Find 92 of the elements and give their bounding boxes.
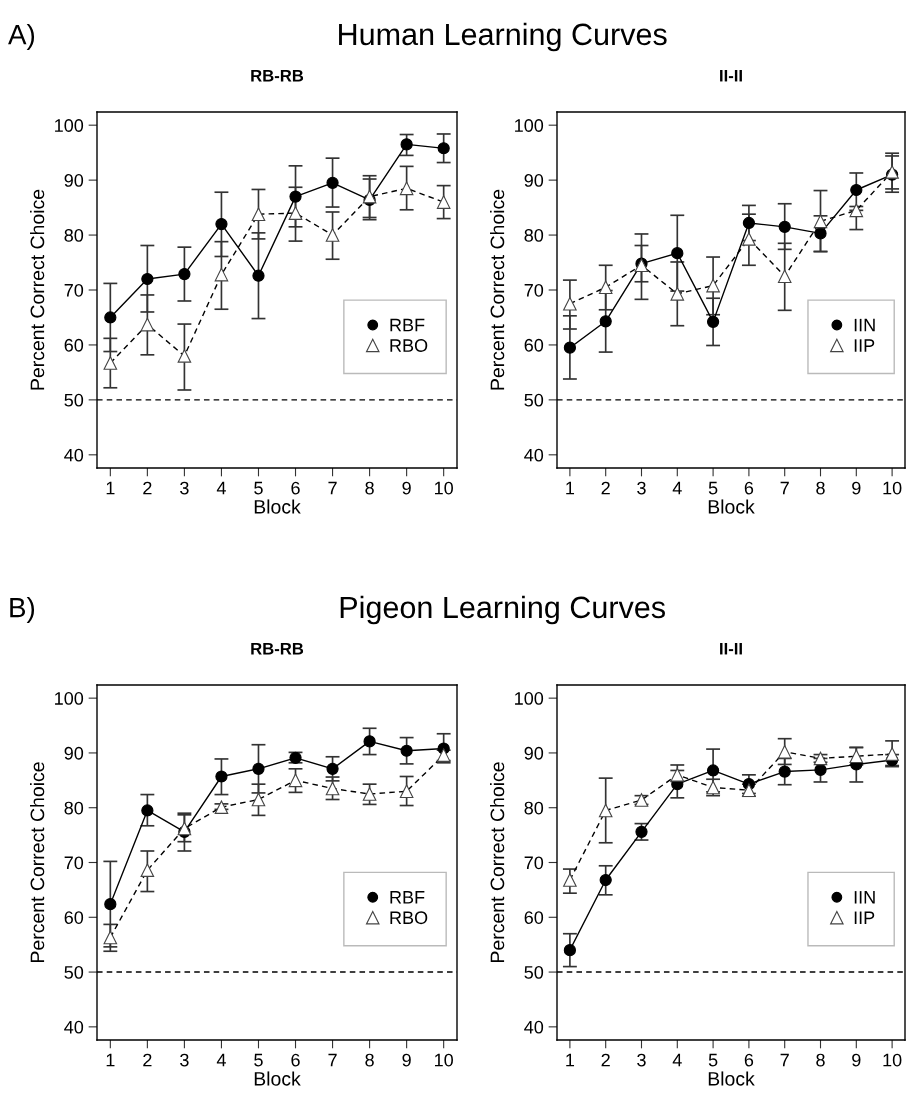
y-tick-label: 100 (515, 119, 544, 132)
x-tick-label: 7 (780, 1053, 789, 1067)
x-tick-label: 7 (780, 481, 789, 495)
legend-label: RBF (390, 891, 425, 904)
x-tick-label: 5 (708, 1053, 718, 1067)
x-tick-label: 2 (143, 1053, 152, 1067)
y-tick-label: 40 (64, 1020, 84, 1034)
legend-label: IIP (854, 339, 875, 352)
y-tick-label: 60 (524, 911, 544, 924)
x-tick-label: 9 (852, 481, 861, 495)
legend-label: RBO (390, 911, 428, 925)
x-tick-label: 1 (106, 1053, 115, 1067)
y-tick-label: 50 (64, 966, 84, 979)
y-tick-label: 60 (64, 338, 84, 352)
y-tick-label: 60 (524, 338, 544, 352)
y-tick-label: 100 (55, 119, 84, 132)
x-tick-label: 2 (601, 1053, 610, 1067)
y-tick-label: 80 (524, 801, 544, 815)
x-tick-label: 7 (328, 1053, 337, 1067)
chart-title: II-II (720, 642, 742, 655)
y-tick-label: 50 (524, 393, 544, 407)
legend-label: IIN (854, 891, 875, 904)
x-tick-label: 10 (883, 1053, 902, 1067)
chart-title: RB-RB (251, 642, 304, 655)
x-tick-label: 6 (291, 1053, 300, 1067)
x-tick-label: 8 (365, 1053, 374, 1067)
y-tick-label: 100 (55, 692, 84, 705)
y-tick-label: 40 (524, 1020, 544, 1034)
x-tick-label: 8 (365, 481, 374, 495)
y-tick-label: 70 (64, 283, 84, 297)
x-axis-title: Block (254, 499, 301, 514)
x-tick-label: 10 (883, 481, 902, 495)
text: B) (10, 597, 35, 623)
x-tick-label: 9 (402, 1053, 411, 1067)
x-tick-label: 10 (435, 1053, 453, 1067)
x-tick-label: 3 (637, 481, 646, 495)
x-tick-label: 5 (254, 1053, 263, 1067)
x-axis-title: Block (708, 1071, 755, 1086)
x-tick-label: 1 (106, 481, 115, 495)
legend-label: RBO (390, 339, 428, 352)
y-tick-label: 40 (64, 448, 84, 462)
y-tick-label: 100 (515, 692, 544, 705)
chart-title: II-II (720, 69, 742, 82)
y-tick-label: 90 (524, 174, 544, 187)
x-tick-label: 4 (216, 1053, 226, 1067)
x-tick-label: 10 (435, 481, 453, 495)
x-tick-label: 1 (566, 1053, 575, 1067)
text: Pigeon Learning Curves (340, 595, 665, 625)
y-axis-title: Percent Correct Choice (490, 762, 505, 962)
y-tick-label: 80 (64, 801, 84, 815)
x-tick-label: 5 (708, 481, 718, 495)
x-tick-label: 9 (852, 1053, 861, 1067)
y-tick-label: 70 (524, 283, 544, 297)
y-axis-title: Percent Correct Choice (490, 189, 505, 390)
x-tick-label: 6 (291, 481, 300, 495)
x-tick-label: 6 (744, 1053, 754, 1067)
text: Human Learning Curves (339, 22, 667, 52)
x-tick-label: 5 (254, 481, 263, 495)
y-tick-label: 50 (64, 393, 84, 407)
x-tick-label: 4 (672, 481, 682, 495)
x-axis-title: Block (708, 499, 755, 514)
x-tick-label: 6 (744, 481, 754, 495)
x-tick-label: 1 (566, 481, 575, 495)
y-tick-label: 40 (524, 448, 544, 462)
x-tick-label: 8 (816, 481, 825, 495)
x-tick-label: 2 (143, 481, 152, 495)
y-tick-label: 90 (524, 746, 544, 760)
y-tick-label: 60 (64, 911, 84, 924)
y-tick-label: 80 (524, 229, 544, 242)
y-tick-label: 80 (64, 229, 84, 242)
legend-label: IIP (854, 911, 875, 924)
y-tick-label: 70 (64, 856, 84, 870)
x-axis-title: Block (254, 1071, 301, 1086)
y-tick-label: 70 (524, 856, 544, 870)
legend-label: IIN (854, 318, 875, 332)
x-tick-label: 7 (328, 481, 337, 495)
x-tick-label: 4 (216, 481, 226, 495)
x-tick-label: 3 (180, 1053, 189, 1067)
text: A) (8, 24, 35, 50)
x-tick-label: 3 (180, 481, 189, 495)
y-axis-title: Percent Correct Choice (30, 762, 45, 962)
x-tick-label: 4 (672, 1053, 682, 1067)
x-tick-label: 9 (402, 481, 411, 495)
legend-label: RBF (390, 318, 425, 332)
y-tick-label: 50 (524, 966, 544, 979)
x-tick-label: 3 (637, 1053, 646, 1067)
y-tick-label: 90 (64, 174, 84, 187)
chart-title: RB-RB (251, 69, 304, 82)
y-axis-title: Percent Correct Choice (30, 189, 45, 390)
x-tick-label: 2 (601, 481, 610, 495)
y-tick-label: 90 (64, 746, 84, 760)
x-tick-label: 8 (816, 1053, 825, 1067)
